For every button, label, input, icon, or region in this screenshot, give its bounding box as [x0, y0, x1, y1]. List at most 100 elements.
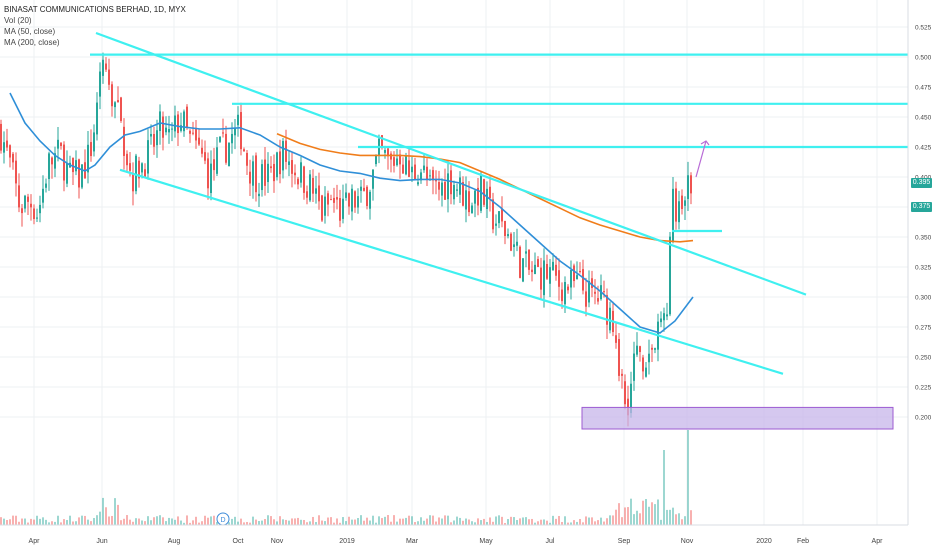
volume-bar [96, 515, 98, 525]
legend-ma200[interactable]: MA (200, close) [4, 38, 60, 47]
candle-body [465, 190, 467, 210]
candle-body [660, 318, 662, 323]
volume-bar [237, 521, 239, 525]
volume-bar [183, 522, 185, 525]
candle-body [57, 139, 59, 149]
volume-bar [375, 522, 377, 525]
y-tick-label: 0.325 [915, 265, 932, 272]
volume-bar [351, 519, 353, 525]
candle-body [585, 291, 587, 307]
candle-body [144, 169, 146, 177]
volume-bar [660, 519, 662, 525]
volume-bar [0, 517, 2, 525]
volume-bar [669, 509, 671, 525]
candle-body [54, 153, 56, 169]
candle-body [366, 186, 368, 206]
candle-body [129, 163, 131, 171]
candle-body [318, 185, 320, 202]
y-tick-label: 0.450 [915, 115, 932, 122]
candle-body [441, 182, 443, 196]
volume-bar [597, 520, 599, 525]
candle-body [294, 172, 296, 176]
volume-bar [333, 522, 335, 525]
volume-bar [132, 521, 134, 525]
overlays: D [216, 140, 894, 526]
candle-body [315, 188, 317, 194]
candle-body [666, 314, 668, 317]
volume-bar [519, 518, 521, 525]
x-tick-label: Oct [233, 538, 244, 545]
candle-body [351, 188, 353, 212]
candle-body [213, 159, 215, 171]
candle-body [546, 263, 548, 279]
volume-bar [300, 519, 302, 525]
volume-bar [426, 518, 428, 525]
candle-body [510, 233, 512, 251]
y-axis: 0.5250.5000.4750.4500.4250.4000.3750.350… [907, 0, 932, 525]
x-tick-label: Apr [872, 538, 884, 545]
candle-body [576, 275, 578, 280]
volume-bar [288, 520, 290, 525]
candle-body [543, 260, 545, 296]
volume-bar [120, 520, 122, 525]
volume-bar [48, 522, 50, 525]
candle-body [60, 142, 62, 146]
candle-body [24, 195, 26, 209]
candle-body [645, 367, 647, 377]
candle-body [525, 251, 527, 254]
volume-bar [81, 515, 83, 525]
volume-bar [585, 516, 587, 525]
volume-bar [387, 515, 389, 525]
y-tick-label: 0.500 [915, 55, 932, 62]
candle-body [276, 152, 278, 178]
candle-body [417, 182, 419, 185]
volume-bar [18, 521, 20, 525]
candle-body [285, 140, 287, 162]
volume-bar [27, 522, 29, 525]
volume-bar [330, 517, 332, 525]
candle-body [12, 153, 14, 163]
volume-bar [294, 518, 296, 525]
last-price-badge: 0.395 [911, 178, 932, 188]
volume-bar [417, 521, 419, 525]
candle-body [675, 188, 677, 222]
y-tick-label: 0.425 [915, 145, 932, 152]
candle-body [93, 132, 95, 152]
candle-body [615, 335, 617, 343]
volume-bar [129, 519, 131, 525]
volume-bar [111, 515, 113, 525]
candle-body [228, 142, 230, 167]
volume-bar [606, 518, 608, 525]
candle-body [309, 174, 311, 201]
candle-body [132, 174, 134, 192]
volume-bar [309, 521, 311, 525]
volume-bar [444, 515, 446, 525]
volume-bar [117, 504, 119, 525]
candle-body [141, 163, 143, 173]
volume-bar [474, 522, 476, 525]
candle-body [138, 160, 140, 179]
candle-body [219, 136, 221, 142]
legend-volume[interactable]: Vol (20) [4, 16, 32, 25]
candle-body [120, 97, 122, 121]
volume-bar [252, 516, 254, 525]
candle-body [111, 84, 113, 107]
volume-bar [354, 519, 356, 525]
legend-ma50[interactable]: MA (50, close) [4, 27, 56, 36]
volume-bar [318, 515, 320, 525]
volume-bar [342, 517, 344, 525]
candle-body [198, 137, 200, 145]
candle-body [303, 166, 305, 193]
candle-body [171, 128, 173, 130]
candle-body [264, 159, 266, 186]
candle-body [168, 129, 170, 133]
candle-body [39, 204, 41, 214]
volume-bar [495, 516, 497, 525]
volume-bar [372, 515, 374, 525]
candle-body [459, 177, 461, 195]
volume-bar [591, 517, 593, 525]
volume-bar [540, 519, 542, 525]
volume-bar [162, 517, 164, 525]
candle-body [186, 106, 188, 127]
